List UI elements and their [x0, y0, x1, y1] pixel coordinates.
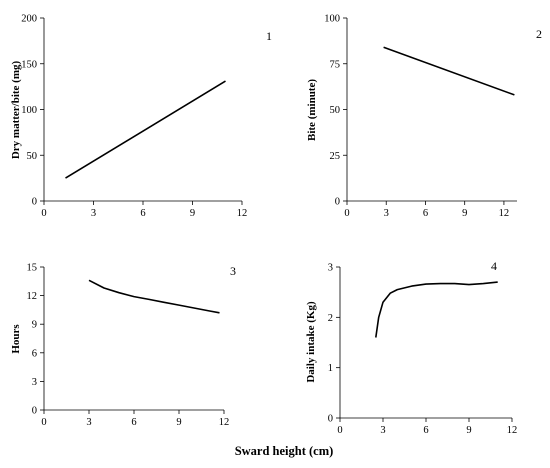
panel-3-plot: 0 3 6 9 12 0 3 6 9 12 15 — [27, 263, 230, 429]
panel-4-number: 4 — [491, 259, 497, 273]
panel-3-y-tick-label: 0 — [32, 406, 37, 417]
panel-1: 0 3 6 9 12 0 50 100 150 200 1 Dry matter/bite (mg… — [10, 14, 272, 220]
panel-3-y-tick-label: 3 — [32, 377, 37, 388]
panel-2-ylabel: Bite (minute) — [306, 79, 318, 141]
panel-3-y-tick-label: 12 — [27, 291, 38, 302]
panel-3-y-tick-label: 6 — [32, 348, 37, 359]
panel-2-x-tick-label: 6 — [423, 208, 428, 219]
panel-4-y-tick-label: 1 — [328, 363, 333, 374]
panel-1-y-tick-label: 200 — [21, 14, 37, 25]
panel-1-ylabel: Dry matter/bite (mg) — [10, 60, 22, 159]
panel-3-y-tick-label: 15 — [27, 263, 38, 274]
panel-2-x-tick-label: 3 — [384, 208, 389, 219]
panel-2-number: 2 — [536, 27, 542, 41]
panel-2-y-tick-label: 50 — [330, 105, 341, 116]
panel-3-series-line — [88, 279, 220, 314]
panel-3-x-tick-label: 9 — [176, 417, 181, 428]
panel-1-y-tick-label: 50 — [27, 151, 38, 162]
panel-1-y-tick-label: 0 — [32, 197, 37, 208]
panel-4-x-tick-label: 9 — [466, 425, 471, 436]
panel-4-y-tick-label: 0 — [328, 414, 333, 425]
panel-1-x-tick-label: 3 — [91, 208, 96, 219]
panel-2-x-tick-label: 9 — [462, 208, 467, 219]
panel-1-x-tick-label: 0 — [41, 208, 46, 219]
panel-2-y-tick-label: 75 — [330, 59, 341, 70]
panel-1-series-line — [65, 80, 226, 179]
panel-1-y-tick-label: 150 — [21, 59, 37, 70]
panel-4-x-tick-label: 6 — [423, 425, 428, 436]
panel-3-ylabel: Hours — [10, 324, 22, 354]
panel-4-x-tick-label: 0 — [337, 425, 342, 436]
panel-2-y-tick-label: 100 — [324, 14, 340, 25]
panel-1-x-tick-label: 9 — [190, 208, 195, 219]
panel-1-y-tick-label: 100 — [21, 105, 37, 116]
shared-x-axis-label: Sward height (cm) — [235, 444, 334, 458]
panel-3-x-tick-label: 0 — [41, 417, 46, 428]
panel-2-series-line — [383, 46, 515, 96]
panel-2-y-tick-label: 25 — [330, 151, 341, 162]
panel-1-number: 1 — [266, 29, 272, 43]
panel-2-x-tick-label: 0 — [344, 208, 349, 219]
panel-4-series-line — [375, 281, 498, 338]
panel-4-x-tick-label: 3 — [380, 425, 385, 436]
panel-1-x-tick-label: 6 — [140, 208, 145, 219]
panel-3-number: 3 — [230, 264, 236, 278]
panel-3-x-tick-label: 12 — [219, 417, 230, 428]
panel-1-plot: 0 3 6 9 12 0 50 100 150 200 — [21, 14, 247, 220]
panel-4-x-tick-label: 12 — [507, 425, 518, 436]
panel-4-ylabel: Daily intake (Kg) — [305, 301, 317, 383]
panel-4-y-tick-label: 3 — [328, 263, 333, 274]
panel-3-x-tick-label: 6 — [131, 417, 136, 428]
panel-3-x-tick-label: 3 — [86, 417, 91, 428]
panel-2-x-tick-label: 12 — [499, 208, 510, 219]
panel-3: 0 3 6 9 12 0 3 6 9 12 15 3 Hours — [10, 263, 236, 429]
panel-2: 0 3 6 9 12 0 25 50 75 100 2 Bite (minute) — [306, 14, 542, 220]
panel-1-x-tick-label: 12 — [237, 208, 248, 219]
panel-2-y-tick-label: 0 — [335, 197, 340, 208]
panel-2-plot: 0 3 6 9 12 0 25 50 75 100 — [324, 14, 517, 219]
panel-4-y-tick-label: 2 — [328, 313, 333, 324]
panel-3-y-tick-label: 9 — [32, 320, 37, 331]
